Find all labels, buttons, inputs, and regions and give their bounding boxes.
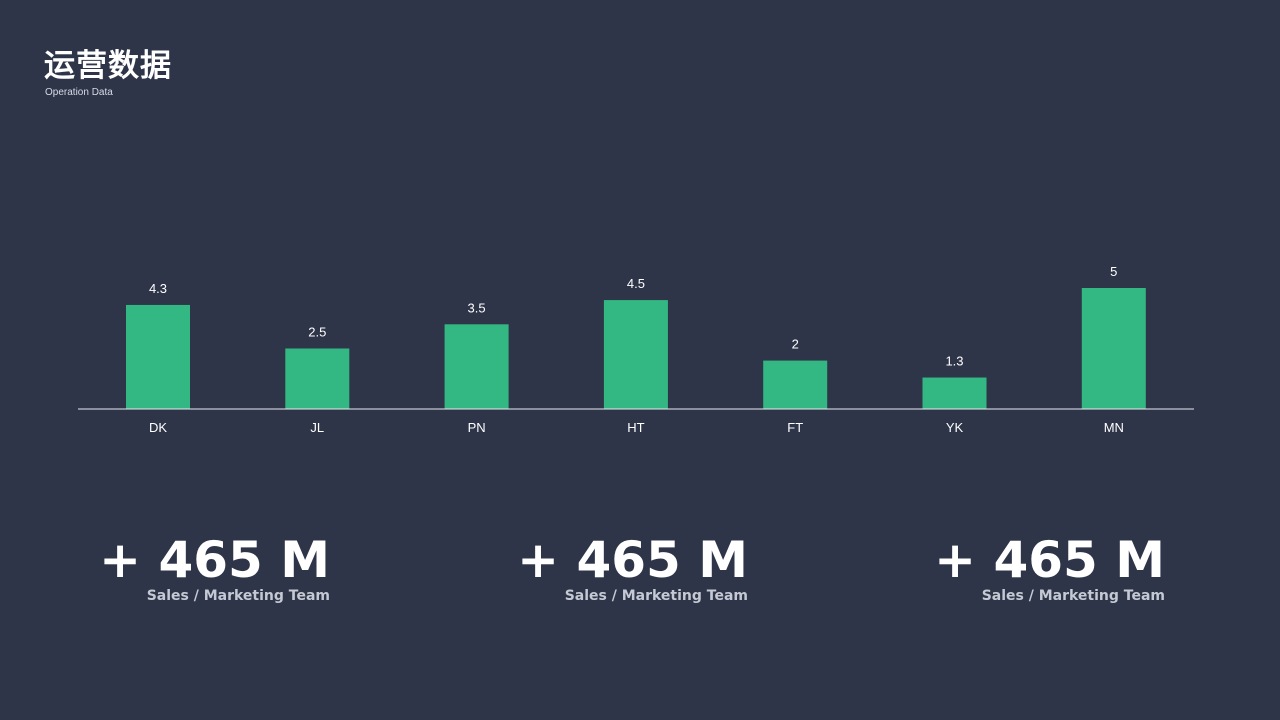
stat-label: Sales / Marketing Team xyxy=(981,588,1165,604)
chart-value-labels: 4.3 2.5 3.5 4.5 2 1.3 5 xyxy=(149,264,1117,369)
bar-value-label-jl: 2.5 xyxy=(308,325,326,340)
category-label-ht: HT xyxy=(627,420,644,435)
bar-ht xyxy=(603,300,668,409)
bar-ft xyxy=(763,360,828,409)
bar-yk xyxy=(922,377,987,409)
bar-value-label-mn: 5 xyxy=(1110,264,1117,279)
stat-value: + 465 M xyxy=(99,531,330,589)
page-title: 运营数据 xyxy=(44,48,172,84)
bar-value-label-ht: 4.5 xyxy=(627,276,645,291)
category-label-mn: MN xyxy=(1104,420,1124,435)
bar-value-label-pn: 3.5 xyxy=(468,300,486,315)
bar-pn xyxy=(444,324,509,409)
stat-label: Sales / Marketing Team xyxy=(564,588,748,604)
category-label-pn: PN xyxy=(468,420,486,435)
bar-value-label-yk: 1.3 xyxy=(945,354,963,369)
chart-category-labels: DK JL PN HT FT YK MN xyxy=(149,420,1124,435)
stat-block-2: + 465 M Sales / Marketing Team xyxy=(448,530,748,604)
bar-value-label-dk: 4.3 xyxy=(149,281,167,296)
page-subtitle: Operation Data xyxy=(45,87,113,98)
stat-block-1: + 465 M Sales / Marketing Team xyxy=(30,530,330,604)
category-label-ft: FT xyxy=(787,420,803,435)
bar-jl xyxy=(285,348,350,409)
category-label-dk: DK xyxy=(149,420,167,435)
bar-dk xyxy=(126,304,190,409)
chart-bars xyxy=(126,288,1146,409)
stat-label: Sales / Marketing Team xyxy=(146,588,330,604)
bar-value-label-ft: 2 xyxy=(792,337,799,352)
bar-mn xyxy=(1081,288,1146,409)
category-label-jl: JL xyxy=(310,420,324,435)
stat-value: + 465 M xyxy=(517,531,748,589)
stat-block-3: + 465 M Sales / Marketing Team xyxy=(865,530,1165,604)
bar-chart: 4.3 2.5 3.5 4.5 2 1.3 5 DK JL PN HT FT YK MN xyxy=(78,264,1194,435)
stat-value: + 465 M xyxy=(934,531,1165,589)
category-label-yk: YK xyxy=(946,420,964,435)
